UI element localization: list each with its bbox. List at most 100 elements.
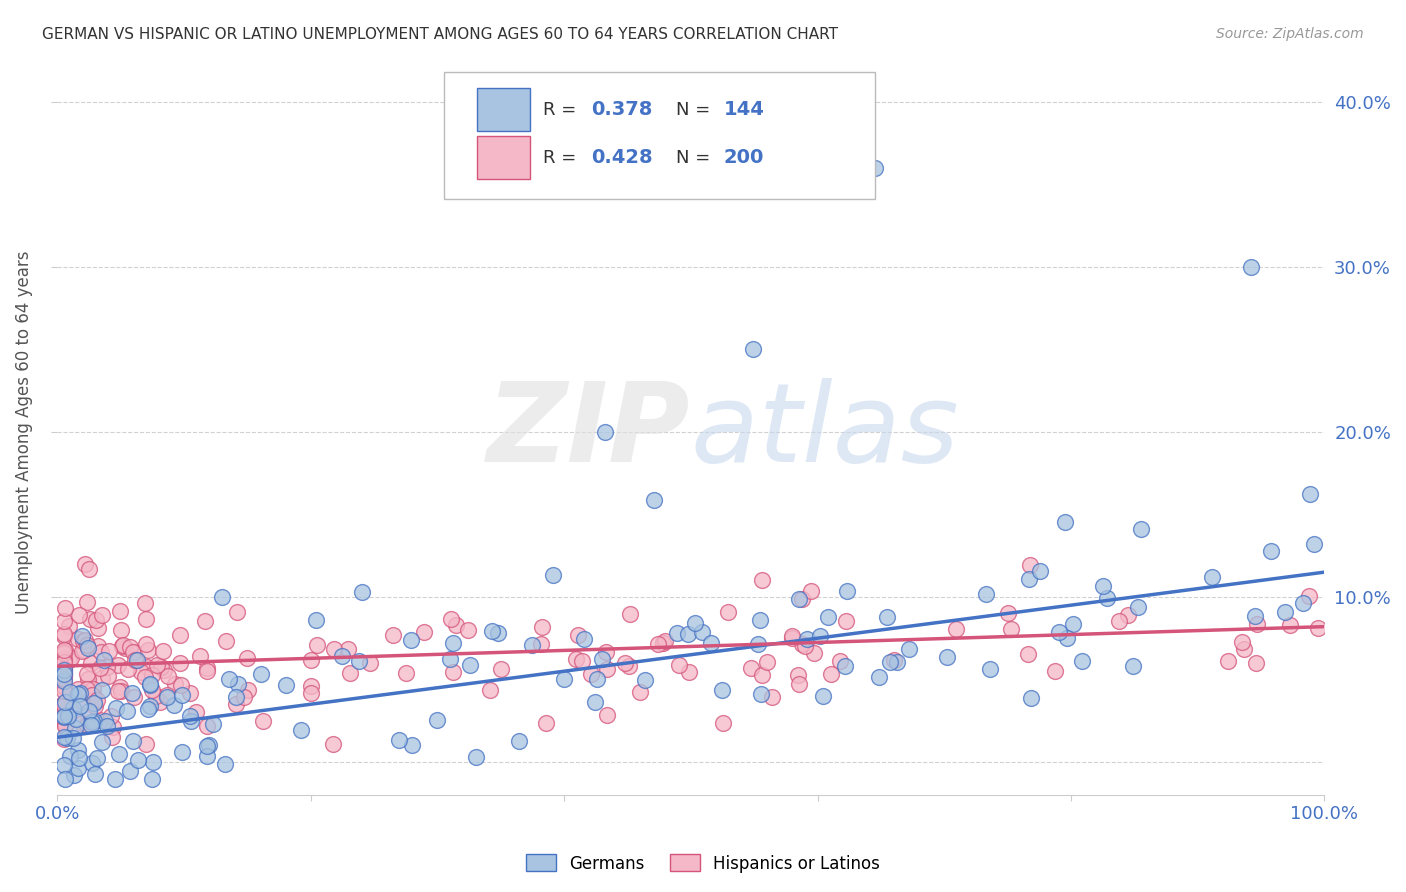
Point xyxy=(1128,599,1150,614)
Point xyxy=(322,737,344,751)
Point xyxy=(747,637,769,651)
Text: atlas: atlas xyxy=(690,378,959,485)
Point xyxy=(571,654,593,668)
Point xyxy=(585,672,607,686)
Point xyxy=(897,641,920,656)
Point xyxy=(134,670,156,684)
Point xyxy=(945,623,967,637)
Point xyxy=(352,584,374,599)
Point xyxy=(156,690,179,704)
Point xyxy=(751,667,773,681)
Point xyxy=(817,610,839,624)
Text: N =: N = xyxy=(676,101,716,119)
Point xyxy=(96,719,118,733)
Point xyxy=(157,669,180,683)
Point xyxy=(413,624,436,639)
Point xyxy=(138,677,160,691)
Point xyxy=(565,652,588,666)
Point xyxy=(127,753,149,767)
Point xyxy=(62,731,84,746)
Point xyxy=(76,667,98,681)
Text: 144: 144 xyxy=(724,101,765,120)
Point xyxy=(322,642,344,657)
Point xyxy=(66,743,89,757)
Point xyxy=(876,610,898,624)
Point xyxy=(339,666,361,681)
Point xyxy=(108,747,131,761)
Point xyxy=(1246,617,1268,632)
Point xyxy=(595,708,617,723)
Point xyxy=(170,688,193,702)
Point xyxy=(997,606,1019,620)
Point xyxy=(165,677,187,691)
Point xyxy=(793,640,815,654)
Point xyxy=(55,731,77,745)
Point xyxy=(53,695,76,709)
Point xyxy=(228,676,250,690)
Point xyxy=(749,687,772,701)
Point xyxy=(150,659,173,673)
Point xyxy=(761,690,783,704)
Point xyxy=(830,654,852,668)
Point xyxy=(508,734,530,748)
Point xyxy=(111,639,134,653)
Point xyxy=(52,667,75,681)
Point xyxy=(69,686,91,700)
Point xyxy=(107,658,129,673)
Point xyxy=(77,672,100,686)
Point xyxy=(225,698,247,712)
Point xyxy=(426,713,449,727)
Point xyxy=(52,667,75,681)
Point xyxy=(56,710,79,724)
Point xyxy=(711,715,734,730)
Point xyxy=(486,625,509,640)
Point xyxy=(56,708,79,723)
Point xyxy=(678,665,700,680)
Point xyxy=(97,669,120,683)
Point xyxy=(879,655,901,669)
Point xyxy=(1299,487,1322,501)
Point xyxy=(617,659,640,673)
Point xyxy=(52,699,75,714)
Point xyxy=(120,764,142,779)
Point xyxy=(170,678,193,692)
Point xyxy=(808,629,831,643)
Point xyxy=(974,587,997,601)
Point xyxy=(52,627,75,641)
Point xyxy=(111,640,134,654)
Point xyxy=(1047,624,1070,639)
Point xyxy=(90,608,112,623)
Point xyxy=(52,696,75,710)
Point xyxy=(1244,608,1267,623)
Point xyxy=(1233,642,1256,657)
Point xyxy=(84,766,107,780)
Point xyxy=(1054,516,1077,530)
Point xyxy=(115,704,138,718)
Point xyxy=(1056,631,1078,645)
Point xyxy=(107,683,129,698)
Point xyxy=(139,678,162,692)
Point xyxy=(52,696,75,710)
Point xyxy=(1274,605,1296,619)
Text: R =: R = xyxy=(543,149,582,167)
Point xyxy=(180,714,202,729)
Point xyxy=(676,627,699,641)
Point xyxy=(388,733,411,747)
Point xyxy=(136,659,159,673)
Point xyxy=(1244,656,1267,670)
Point xyxy=(76,641,98,656)
Point xyxy=(439,652,461,666)
Text: 0.378: 0.378 xyxy=(591,101,652,120)
Point xyxy=(52,683,75,698)
Point xyxy=(67,681,90,696)
Point xyxy=(72,634,94,648)
Point xyxy=(780,629,803,643)
Point xyxy=(683,615,706,630)
Point xyxy=(643,493,665,508)
Point xyxy=(236,651,259,665)
Point xyxy=(534,715,557,730)
Point xyxy=(90,671,112,685)
Point xyxy=(195,739,218,754)
Point xyxy=(124,645,146,659)
Point xyxy=(110,683,132,698)
